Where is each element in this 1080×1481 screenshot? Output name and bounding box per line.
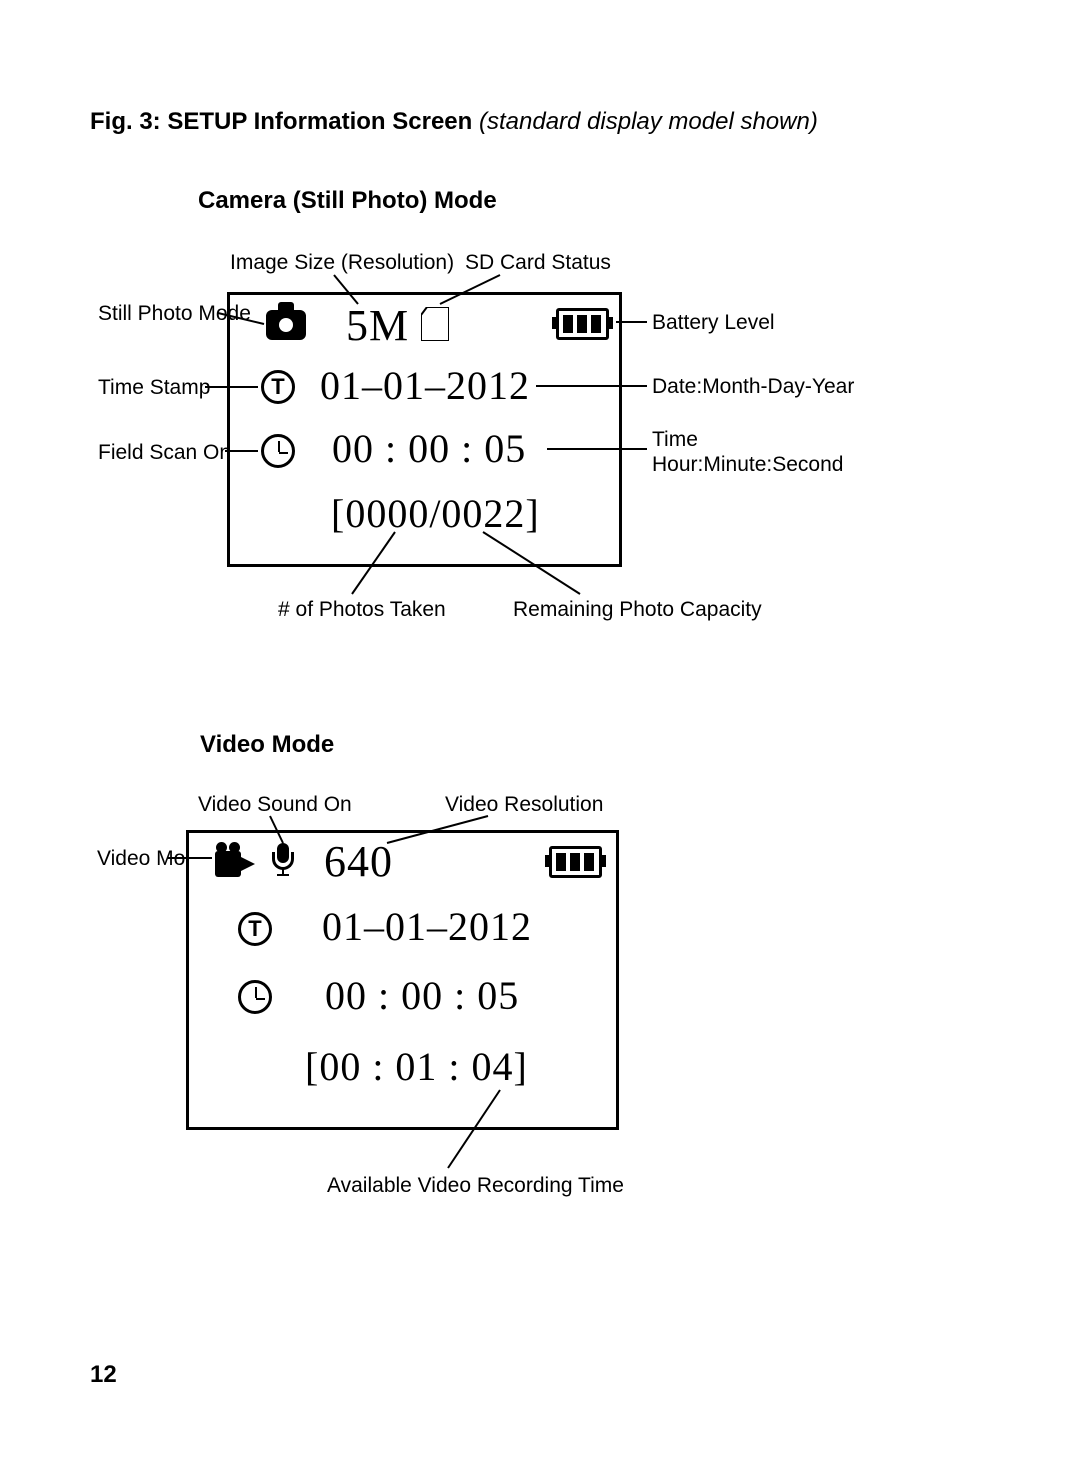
page-number: 12 — [90, 1361, 117, 1389]
video-mode-leaders — [0, 0, 1080, 1250]
